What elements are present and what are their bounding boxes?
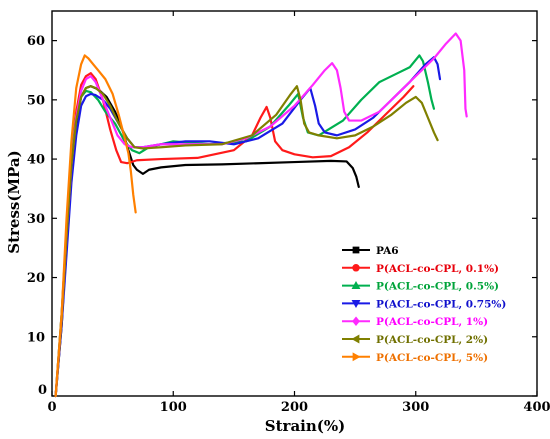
legend-item: PA6 <box>342 245 399 257</box>
x-tick-label: 300 <box>402 400 429 415</box>
y-tick-label: 0 <box>38 383 47 398</box>
series-line-1 <box>54 72 415 398</box>
legend-marker <box>352 246 360 254</box>
legend-item: P(ACL-co-CPL, 0.75%) <box>342 298 506 310</box>
legend-marker <box>351 334 360 344</box>
y-tick-label: 40 <box>27 153 45 168</box>
y-tick-label: 20 <box>27 271 45 286</box>
y-axis-ticks: 0 10 20 30 40 50 60 <box>27 34 537 398</box>
x-tick-label: 100 <box>160 400 187 415</box>
x-tick-label: 400 <box>523 400 550 415</box>
legend-marker <box>352 352 361 362</box>
legend-item: P(ACL-co-CPL, 0.1%) <box>342 263 499 275</box>
y-axis-title: Stress(MPa) <box>5 150 23 254</box>
series-lines <box>54 32 468 398</box>
y-tick-label: 30 <box>27 212 45 227</box>
legend: PA6 P(ACL-co-CPL, 0.1%) P(ACL-co-CPL, 0.5%… <box>342 245 506 364</box>
legend-label: P(ACL-co-CPL, 0.1%) <box>376 263 499 275</box>
legend-label: P(ACL-co-CPL, 0.75%) <box>376 298 506 310</box>
x-axis-ticks: 0 100 200 300 400 <box>47 11 550 415</box>
legend-marker <box>351 280 361 289</box>
legend-label: P(ACL-co-CPL, 0.5%) <box>376 281 499 293</box>
legend-label: P(ACL-co-CPL, 5%) <box>376 352 488 364</box>
legend-item: P(ACL-co-CPL, 2%) <box>342 334 488 346</box>
x-axis-title: Strain(%) <box>265 417 345 435</box>
y-tick-label: 60 <box>27 34 45 49</box>
legend-label: PA6 <box>376 245 399 257</box>
legend-item: P(ACL-co-CPL, 1%) <box>342 316 488 328</box>
legend-marker <box>351 300 361 309</box>
legend-item: P(ACL-co-CPL, 0.5%) <box>342 281 499 293</box>
series-line-4 <box>54 32 468 398</box>
legend-marker <box>352 264 360 272</box>
legend-marker <box>352 316 360 326</box>
series-line-5 <box>54 85 439 398</box>
x-tick-label: 0 <box>47 400 56 415</box>
legend-label: P(ACL-co-CPL, 1%) <box>376 316 488 328</box>
x-tick-label: 200 <box>281 400 308 415</box>
y-tick-label: 50 <box>27 93 45 108</box>
plot-area: 0 100 200 300 400 0 10 20 30 40 50 60 <box>27 10 550 415</box>
y-tick-label: 10 <box>27 330 45 345</box>
legend-label: P(ACL-co-CPL, 2%) <box>376 334 488 346</box>
legend-item: P(ACL-co-CPL, 5%) <box>342 352 488 364</box>
series-line-6 <box>54 54 137 398</box>
